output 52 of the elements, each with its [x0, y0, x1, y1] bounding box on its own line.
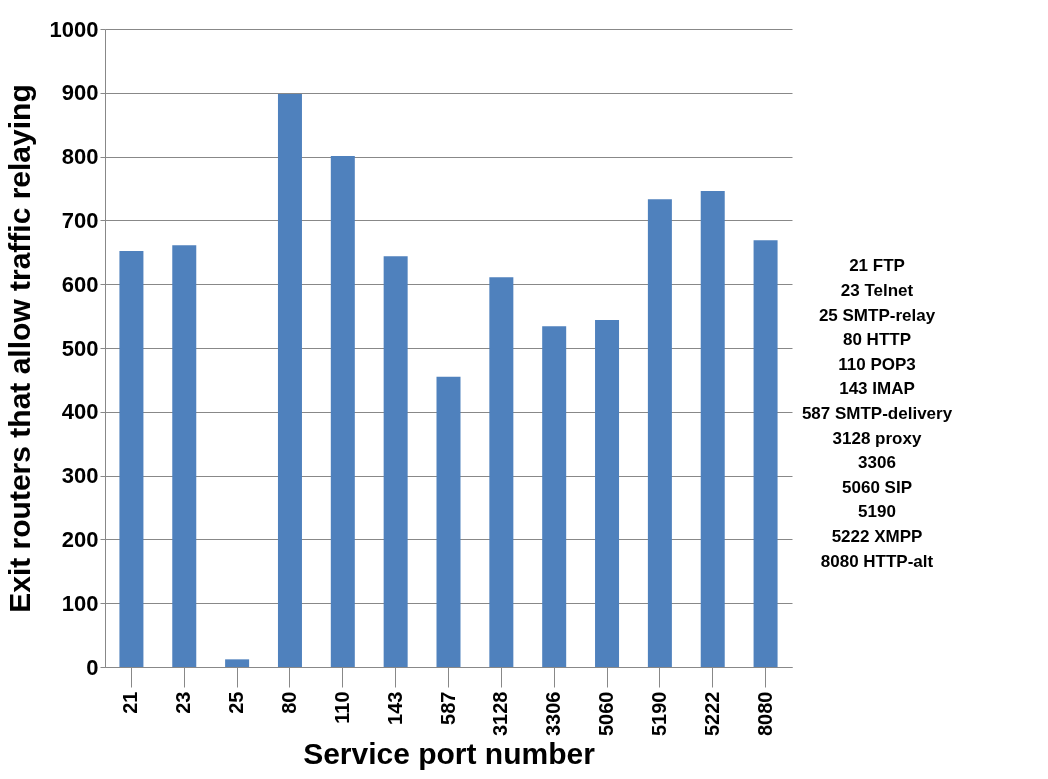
bar [383, 256, 408, 667]
text: 3128 proxy [832, 428, 922, 448]
bar [647, 199, 672, 667]
y-tick-label: 600 [61, 271, 99, 297]
y-tick-label: 700 [61, 207, 99, 233]
text: 5222 XMPP [831, 527, 923, 547]
x-axis-title: Service port number [303, 736, 596, 770]
x-tick-label: 80 [277, 691, 300, 714]
y-tick-label: 0 [86, 654, 99, 680]
y-tick-label: 500 [61, 335, 99, 361]
x-tick-label: 3306 [542, 691, 565, 736]
x-tick-label: 143 [383, 691, 406, 725]
x-tick-label: 25 [225, 691, 248, 714]
x-tick-label: 110 [330, 691, 353, 724]
text: 143 IMAP [839, 379, 915, 399]
x-tick-label: 8080 [753, 691, 776, 736]
text: 80 HTTP [842, 330, 912, 350]
bar [753, 240, 778, 667]
y-tick-label: 300 [61, 463, 99, 489]
bar [119, 251, 144, 667]
bar [700, 191, 725, 667]
bar [595, 319, 620, 667]
y-tick-label: 200 [61, 526, 99, 552]
text: 5190 [858, 502, 896, 522]
y-tick-label: 400 [61, 399, 99, 425]
text: 23 Telnet [840, 280, 914, 300]
y-tick-label: 800 [61, 144, 99, 170]
bar [225, 659, 250, 667]
y-tick-label: 100 [61, 590, 99, 616]
x-tick-label: 21 [119, 691, 142, 714]
x-tick-label: 587 [436, 691, 459, 725]
x-tick-label: 5190 [647, 691, 670, 736]
y-tick-label: 900 [61, 80, 99, 106]
bar [542, 326, 567, 667]
text: 8080 HTTP-alt [820, 551, 934, 571]
text: 21 FTP [849, 256, 905, 276]
text: 110 POP3 [838, 354, 916, 374]
x-tick-label: 23 [172, 691, 195, 714]
y-axis-title: Exit routers that allow traffic relaying [2, 84, 36, 613]
bar [277, 94, 302, 667]
bar [436, 376, 461, 667]
x-tick-label: 5222 [700, 691, 723, 736]
text: 587 SMTP-delivery [801, 404, 953, 423]
y-tick-label: 1000 [49, 16, 99, 42]
text: 5060 SIP [842, 477, 912, 497]
bar [489, 277, 514, 667]
text: 3306 [858, 453, 896, 473]
bar [172, 245, 197, 667]
text: 25 SMTP-relay [818, 305, 936, 325]
x-tick-label: 5060 [595, 691, 618, 736]
x-tick-label: 3128 [489, 691, 512, 736]
bar [330, 155, 355, 667]
